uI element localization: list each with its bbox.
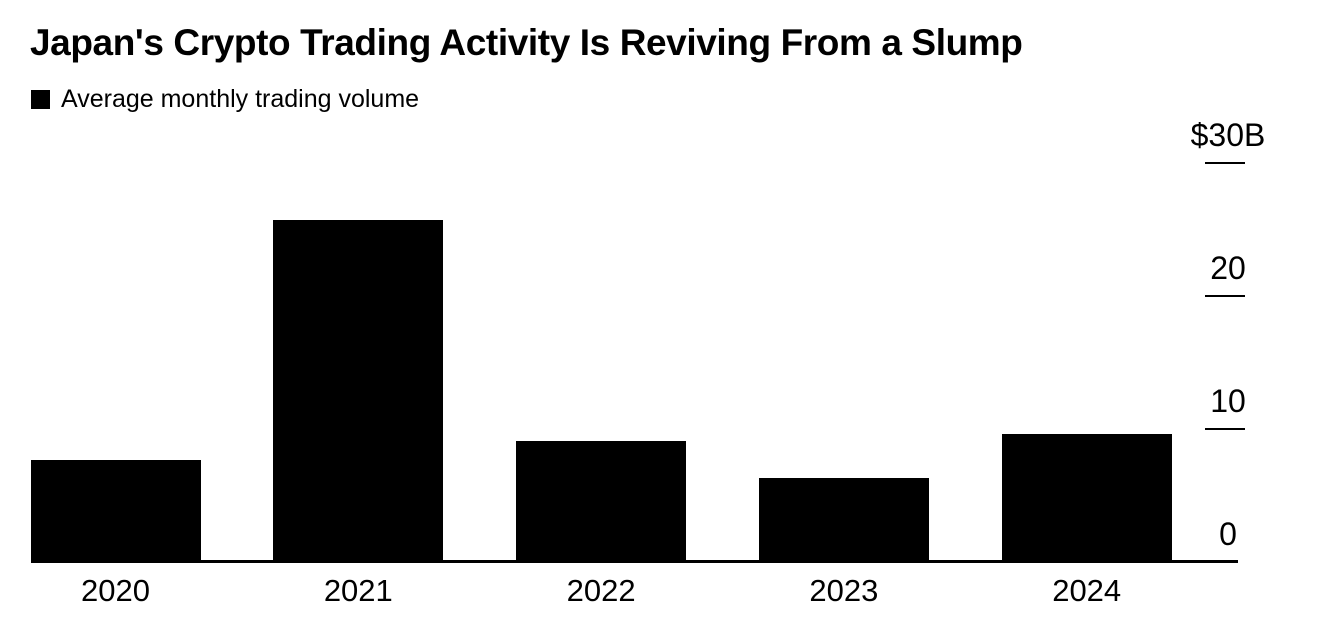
y-axis-tick-20 [1205, 295, 1245, 297]
y-axis-tick-10 [1205, 428, 1245, 430]
bar-2024 [1001, 434, 1172, 562]
bar-2020 [30, 460, 201, 562]
bar-2022 [516, 441, 687, 562]
x-axis-label-2024: 2024 [1052, 573, 1122, 608]
y-axis-label-20: 20 [1210, 250, 1246, 286]
bar-2021 [273, 220, 444, 562]
y-axis-label-10: 10 [1210, 383, 1246, 419]
y-axis-tick-30 [1205, 162, 1245, 164]
x-axis-label-2022: 2022 [566, 573, 636, 608]
chart-title: Japan's Crypto Trading Activity Is Reviv… [30, 22, 1023, 63]
x-axis-label-2021: 2021 [323, 573, 393, 608]
legend-swatch-icon [31, 90, 50, 109]
x-axis-label-2023: 2023 [809, 573, 879, 608]
bar-2023 [758, 478, 929, 562]
legend: Average monthly trading volume [31, 85, 420, 113]
y-axis-label-30: $30B [1190, 117, 1266, 153]
legend-label: Average monthly trading volume [61, 85, 420, 113]
x-axis-label-2020: 2020 [81, 573, 150, 608]
y-axis-label-0: 0 [1219, 516, 1237, 552]
